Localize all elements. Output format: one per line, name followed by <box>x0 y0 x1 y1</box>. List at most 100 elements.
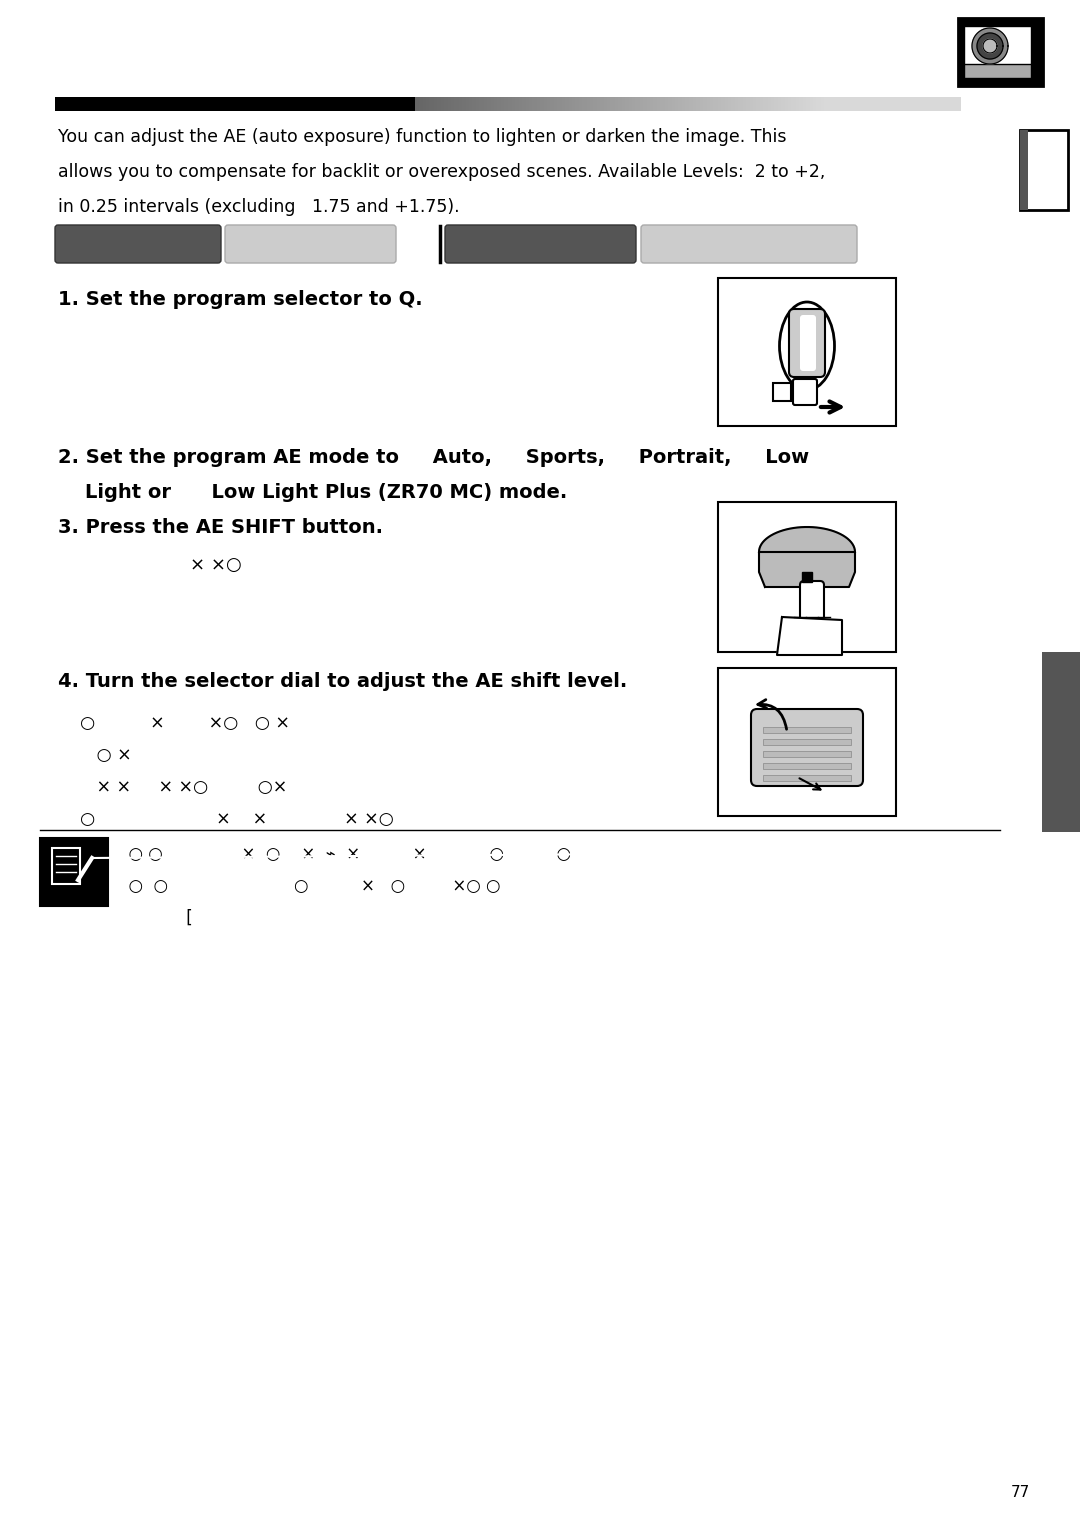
Bar <box>716 97 717 110</box>
Bar <box>468 97 470 110</box>
Bar <box>194 97 195 110</box>
Bar <box>526 97 527 110</box>
Bar <box>126 97 127 110</box>
Bar <box>575 97 576 110</box>
Bar <box>302 97 305 110</box>
Bar <box>393 97 395 110</box>
Bar <box>366 97 367 110</box>
Bar <box>337 97 338 110</box>
Bar <box>531 97 532 110</box>
Bar <box>233 97 235 110</box>
Bar <box>592 97 594 110</box>
Bar <box>436 97 437 110</box>
Bar <box>635 97 637 110</box>
Bar <box>633 97 635 110</box>
Bar <box>858 97 859 110</box>
Bar <box>158 97 160 110</box>
Bar <box>584 97 586 110</box>
Bar <box>523 97 524 110</box>
Bar <box>389 97 390 110</box>
Bar <box>600 97 602 110</box>
Bar <box>145 97 146 110</box>
Bar <box>121 97 122 110</box>
Bar <box>408 97 409 110</box>
Bar <box>386 97 387 110</box>
Bar <box>781 97 783 110</box>
Bar <box>787 97 788 110</box>
Bar <box>372 97 374 110</box>
Bar <box>201 97 203 110</box>
Bar <box>448 97 450 110</box>
Polygon shape <box>972 28 1008 64</box>
Bar <box>561 97 563 110</box>
Bar <box>416 97 418 110</box>
Bar <box>907 97 908 110</box>
Bar <box>167 97 168 110</box>
Bar <box>745 97 746 110</box>
Bar <box>447 97 449 110</box>
Bar <box>106 97 108 110</box>
Bar <box>579 97 580 110</box>
Bar <box>228 97 230 110</box>
Bar <box>248 97 251 110</box>
Bar <box>404 97 405 110</box>
Bar <box>926 97 928 110</box>
Bar <box>193 97 194 110</box>
Bar <box>139 97 141 110</box>
Bar <box>329 97 332 110</box>
Bar <box>473 97 475 110</box>
Bar <box>285 97 286 110</box>
Bar <box>480 97 481 110</box>
Bar <box>279 97 281 110</box>
Bar <box>955 97 956 110</box>
Bar <box>127 97 129 110</box>
Bar <box>289 97 291 110</box>
Bar <box>162 97 164 110</box>
Bar <box>613 97 616 110</box>
Bar <box>249 97 252 110</box>
Bar <box>932 97 933 110</box>
Bar <box>324 97 326 110</box>
Text: CARD PLAY (VCR): CARD PLAY (VCR) <box>688 238 810 250</box>
Bar <box>454 97 455 110</box>
Bar <box>846 97 848 110</box>
Bar <box>814 97 815 110</box>
Bar <box>820 97 822 110</box>
Bar <box>147 97 148 110</box>
Bar <box>489 97 491 110</box>
Text: ○ ○               ×  ○    ×  ⌁  ×          ×            ○          ○: ○ ○ × ○ × ⌁ × × ○ ○ <box>118 845 571 864</box>
Bar <box>839 97 840 110</box>
Bar <box>322 97 324 110</box>
Bar <box>527 97 528 110</box>
Bar <box>1020 130 1028 210</box>
Bar <box>280 97 282 110</box>
Bar <box>444 97 446 110</box>
Bar <box>494 97 496 110</box>
Text: Light or      Low Light Plus (ZR70 MC) mode.: Light or Low Light Plus (ZR70 MC) mode. <box>58 483 567 502</box>
Bar <box>400 97 402 110</box>
Bar <box>799 97 801 110</box>
Bar <box>890 97 891 110</box>
Bar <box>116 97 118 110</box>
Bar <box>222 97 224 110</box>
Bar <box>910 97 912 110</box>
Bar <box>333 97 334 110</box>
Bar <box>583 97 585 110</box>
Bar <box>245 97 246 110</box>
Bar <box>319 97 320 110</box>
Bar <box>510 97 512 110</box>
Bar <box>134 97 136 110</box>
Bar <box>237 97 238 110</box>
Bar <box>860 97 861 110</box>
Bar <box>168 97 170 110</box>
Bar <box>964 64 1031 78</box>
Bar <box>85 97 87 110</box>
Bar <box>457 97 458 110</box>
Bar <box>566 97 568 110</box>
Bar <box>381 97 382 110</box>
Bar <box>257 97 259 110</box>
Bar <box>549 97 550 110</box>
Bar <box>294 97 295 110</box>
Bar <box>238 97 239 110</box>
Bar <box>500 97 501 110</box>
